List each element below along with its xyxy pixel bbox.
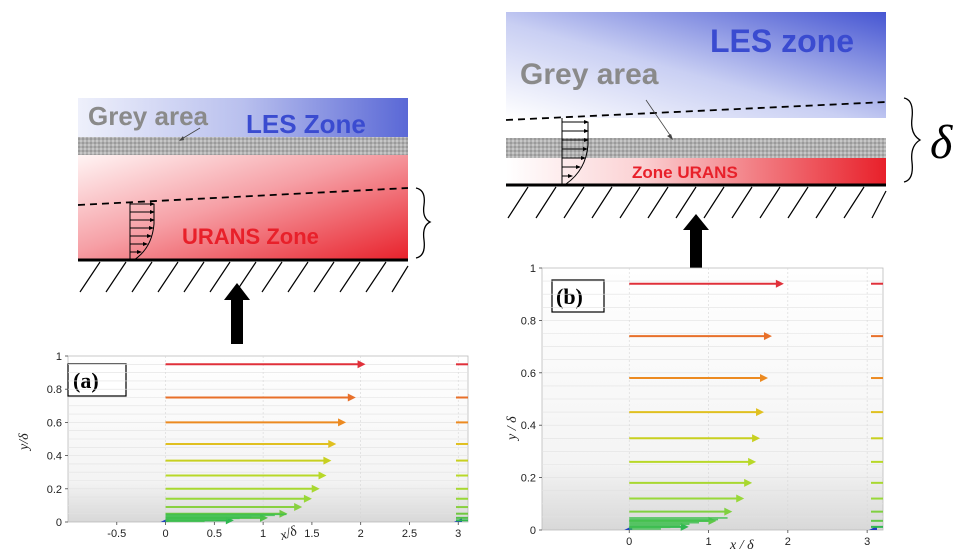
y-axis-title-a: y/δ (17, 433, 32, 452)
up-arrow-shaft-b (690, 226, 702, 268)
up-arrow-head-a (224, 283, 250, 300)
up-arrow-shaft-a (231, 298, 243, 344)
velocity-arrow-head-b (760, 374, 769, 383)
velocity-arrow-head-b (736, 494, 745, 503)
panel-label-b: (b) (556, 284, 583, 309)
y-tick-label-a: 0.4 (47, 451, 62, 463)
velocity-arrow-head-a (357, 360, 366, 369)
y-tick-label-b: 0.2 (521, 473, 536, 485)
velocity-arrow-head-a (323, 456, 332, 465)
les-zone-label-a: LES Zone (246, 109, 366, 139)
x-tick-label-a: 0.5 (207, 528, 222, 540)
brace-a (415, 187, 432, 259)
y-axis-title-b: y / δ (505, 416, 520, 442)
velocity-profile-b (561, 118, 589, 185)
x-tick-label-a: 0 (162, 528, 168, 540)
grey-pointer-head-a (179, 136, 184, 141)
urans-zone-label-a: URANS Zone (182, 224, 319, 249)
velocity-arrow-head-b (756, 408, 765, 417)
velocity-arrow-head-b (744, 478, 753, 487)
panel-label-a: (a) (73, 368, 99, 393)
y-tick-label-b: 0.8 (521, 315, 536, 327)
x-tick-label-a: 1.5 (304, 528, 319, 540)
les-zone-label-b: LES zone (710, 23, 854, 59)
y-tick-label-b: 0.4 (521, 420, 536, 432)
grey-pointer-head-b (667, 134, 673, 140)
delta-symbol: δ (930, 116, 953, 169)
velocity-profile-a (129, 202, 155, 261)
diagram-a: Grey area LES Zone URANS Zone (77, 98, 432, 344)
wall-hatch-b (507, 186, 887, 219)
x-tick-label-b: 0 (626, 536, 632, 548)
x-tick-label-a: 1 (260, 528, 266, 540)
x-tick-label-a: -0.5 (107, 528, 126, 540)
velocity-arrow-head-b (748, 457, 757, 466)
velocity-plot-a: (a) y/δ x/δ 0 0.2 0.4 0.6 0.8 1 -0.5 0 0.5 1 1.5 2 2… (17, 351, 469, 544)
velocity-arrow-head-a (294, 503, 303, 512)
x-tick-label-a: 2.5 (402, 528, 417, 540)
y-tick-label-b: 0 (530, 525, 536, 537)
grey-area-band-b (506, 138, 886, 158)
wall-hatch-a (79, 261, 409, 293)
urans-zone-label-b: Zone URANS (632, 163, 738, 182)
velocity-arrow-head-a (318, 471, 327, 480)
y-tick-label-a: 0.8 (47, 384, 62, 396)
y-tick-label-b: 1 (530, 263, 536, 275)
up-arrow-head-b (683, 214, 709, 230)
x-tick-label-a: 3 (455, 528, 461, 540)
y-tick-label-a: 0 (56, 517, 62, 529)
urans-zone-band-a (78, 155, 408, 261)
velocity-arrow-head-a (311, 484, 320, 493)
panel-label-box-a (67, 363, 127, 397)
velocity-plot-b: (b) y / δ x / δ 0 0.2 0.4 0.6 0.8 1 0 1 2 3 (505, 263, 884, 553)
x-tick-label-b: 1 (705, 536, 711, 548)
velocity-arrow-head-a (338, 418, 347, 427)
velocity-arrow-head-b (724, 507, 733, 516)
y-tick-label-a: 0.2 (47, 484, 62, 496)
grey-area-label-a: Grey area (88, 101, 209, 131)
panel-label-box-b (551, 279, 605, 313)
velocity-arrow-head-b (775, 279, 784, 288)
x-axis-title-a: x/δ (277, 524, 299, 544)
velocity-arrow-head-a (347, 393, 356, 402)
brace-b (903, 97, 922, 183)
x-tick-label-b: 2 (785, 536, 791, 548)
y-tick-label-b: 0.6 (521, 368, 536, 380)
grey-area-label-b: Grey area (520, 58, 659, 91)
y-tick-label-a: 1 (56, 351, 62, 363)
x-tick-label-b: 3 (864, 536, 870, 548)
velocity-arrow-head-b (763, 332, 772, 341)
grey-pointer-b (645, 99, 673, 139)
les-zone-band-b (506, 12, 886, 118)
velocity-arrow-head-a (303, 494, 312, 503)
les-zone-band-a (78, 98, 408, 138)
x-tick-label-a: 2 (358, 528, 364, 540)
velocity-arrow-head-a (328, 439, 337, 448)
interface-dashed-line-b (505, 101, 887, 121)
grey-area-band-a (78, 137, 408, 155)
urans-zone-band-b (506, 158, 886, 184)
x-axis-title-b: x / δ (729, 538, 754, 553)
y-tick-label-a: 0.6 (47, 417, 62, 429)
velocity-arrow-head-b (752, 434, 761, 443)
diagram-b: δ Grey area LES zone Zone URANS (505, 12, 953, 268)
